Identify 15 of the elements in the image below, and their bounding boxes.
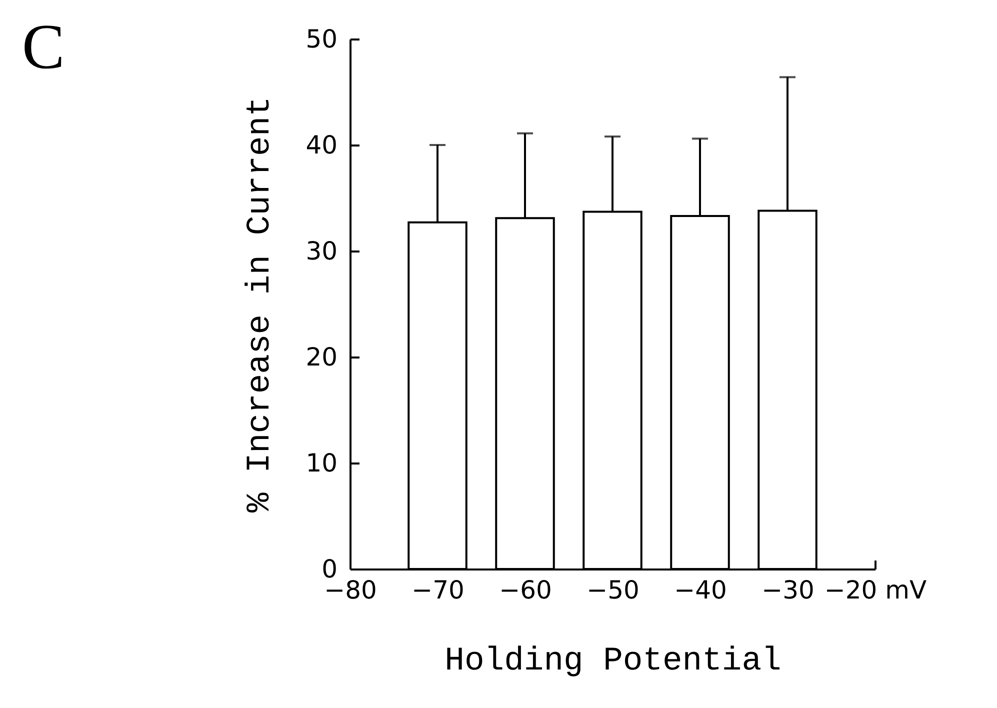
y-tick-label: 10 xyxy=(306,448,338,478)
x-tick-label: −60 xyxy=(499,576,552,604)
x-tick-label: −70 xyxy=(412,576,464,604)
y-tick-label: 30 xyxy=(306,236,338,266)
y-tick-label: 50 xyxy=(306,24,338,54)
x-tick-label: −30 xyxy=(762,576,814,604)
y-axis-title: % Increase in Current xyxy=(242,96,279,512)
y-tick-label: 0 xyxy=(322,554,338,584)
y-tick-label: 40 xyxy=(306,130,338,160)
x-tick-label: −50 xyxy=(586,576,640,604)
y-tick-label: 20 xyxy=(306,342,338,372)
x-tick-label: −20 mV xyxy=(824,576,927,604)
x-tick-label: −40 xyxy=(674,576,727,604)
x-axis-title: Holding Potential xyxy=(444,642,782,680)
text: C xyxy=(22,11,65,82)
